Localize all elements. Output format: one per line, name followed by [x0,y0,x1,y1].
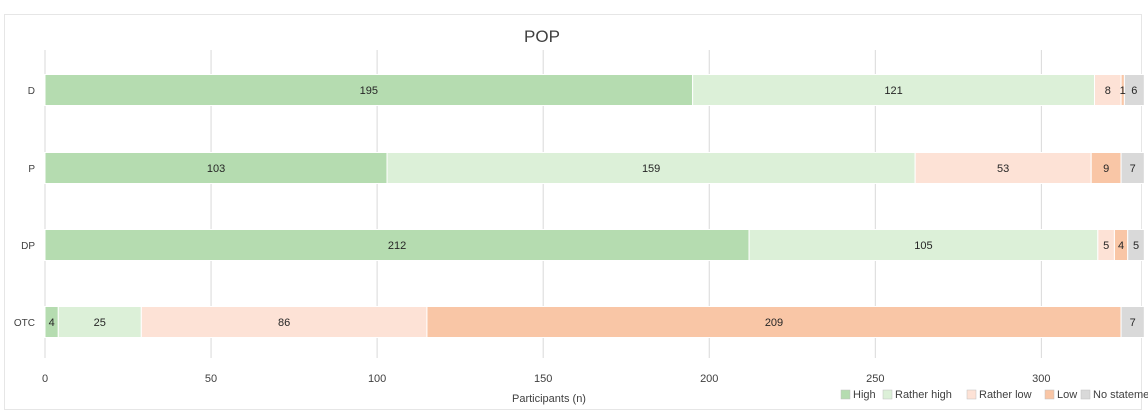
data-label: 86 [278,317,290,329]
bar-segment [57,306,142,338]
data-label: 121 [884,85,902,97]
data-label: 5 [1133,240,1139,252]
x-tick-label: 250 [866,373,884,385]
data-label: 1 [1120,85,1126,97]
x-tick-label: 300 [1032,373,1050,385]
x-tick-label: 200 [700,373,718,385]
bar-segment [1120,152,1145,184]
x-tick-label: 50 [205,373,217,385]
data-label: 7 [1130,163,1136,175]
legend-label: Low [1057,389,1077,401]
bar-segment [748,229,1099,261]
data-label: 105 [914,240,932,252]
x-axis-title: Participants (n) [512,393,586,405]
legend-label: Rather low [979,389,1032,401]
data-label: 195 [360,85,378,97]
data-label: 212 [388,240,406,252]
bar-segment [1120,306,1145,338]
x-tick-label: 0 [42,373,48,385]
y-tick-label: D [28,86,35,97]
x-tick-label: 150 [534,373,552,385]
legend-swatch [840,389,851,400]
legend-swatch [966,389,977,400]
y-tick-label: P [28,164,35,175]
data-label: 25 [94,317,106,329]
bar-segment [1127,229,1145,261]
bar-segment [386,152,916,184]
legend-swatch [1080,389,1091,400]
bar-segment [44,229,750,261]
legend-label: Rather high [895,389,952,401]
data-label: 53 [997,163,1009,175]
bar-segment [914,152,1092,184]
data-label: 5 [1103,240,1109,252]
bar-segment [426,306,1122,338]
y-tick-label: OTC [14,318,35,329]
data-label: 8 [1105,85,1111,97]
bar-segment [692,74,1096,106]
legend-label: High [853,389,876,401]
x-tick-label: 100 [368,373,386,385]
bar-segment [140,306,428,338]
legend-label: No statement [1093,389,1148,401]
legend-swatch [1044,389,1055,400]
chart-title: POP [524,27,560,46]
data-label: 6 [1131,85,1137,97]
data-label: 209 [765,317,783,329]
bar-segment [44,74,694,106]
legend-swatch [882,389,893,400]
data-label: 159 [642,163,660,175]
data-label: 9 [1103,163,1109,175]
bars [44,74,1145,338]
bar-segment [1090,152,1122,184]
data-label: 103 [207,163,225,175]
bar-segment [1094,74,1122,106]
data-label: 4 [49,317,55,329]
legend: High Rather high Rather low Low No statement [840,389,1148,401]
bar-segment [44,152,388,184]
bar-segment [1123,74,1145,106]
chart-frame [4,14,1142,410]
y-tick-label: DP [21,241,35,252]
data-label: 7 [1130,317,1136,329]
data-label: 4 [1118,240,1124,252]
